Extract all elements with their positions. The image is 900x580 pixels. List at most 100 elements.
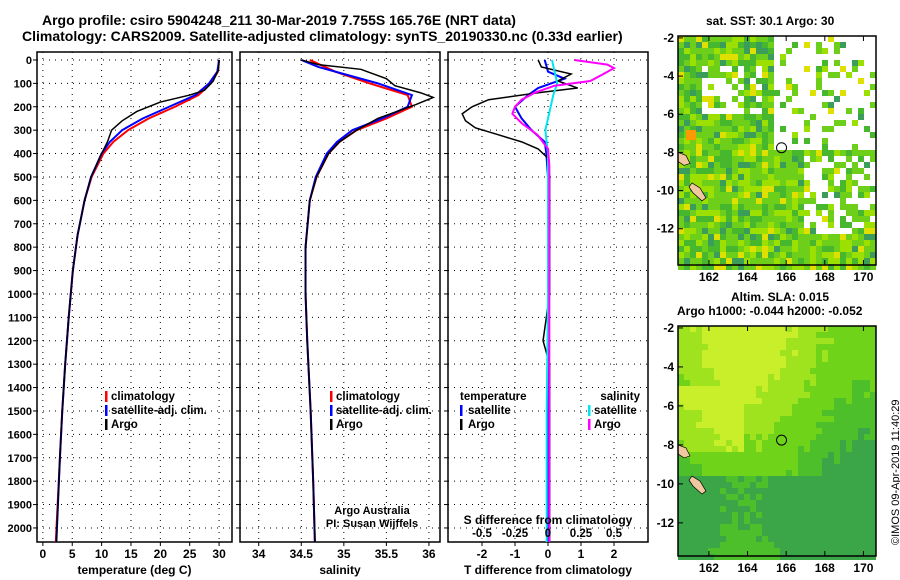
- map-pixel: [720, 36, 726, 42]
- map-pixel: [750, 506, 756, 512]
- map-pixel: [732, 386, 738, 392]
- map-pixel: [732, 548, 738, 554]
- map-pixel: [762, 60, 768, 66]
- map-pixel: [702, 380, 708, 386]
- map-pixel: [792, 548, 798, 554]
- map-pixel: [762, 192, 768, 198]
- map-pixel: [720, 332, 726, 338]
- map-pixel: [726, 518, 732, 524]
- map-pixel: [858, 458, 864, 464]
- map-pixel: [750, 96, 756, 102]
- map-pixel: [810, 252, 816, 258]
- map-pixel: [726, 440, 732, 446]
- map-pixel: [864, 222, 870, 228]
- map-pixel: [684, 96, 690, 102]
- map-pixel: [738, 168, 744, 174]
- legend-label: satellite: [594, 405, 637, 417]
- map-pixel: [762, 258, 768, 264]
- map-pixel: [702, 246, 708, 252]
- map-pixel: [696, 368, 702, 374]
- map-pixel: [858, 338, 864, 344]
- map-pixel: [768, 222, 774, 228]
- map-pixel: [696, 42, 702, 48]
- map-pixel: [720, 120, 726, 126]
- map-pixel: [738, 440, 744, 446]
- map-pixel: [750, 422, 756, 428]
- map-pixel: [738, 536, 744, 542]
- map-pixel: [738, 234, 744, 240]
- map-pixel: [816, 362, 822, 368]
- map-pixel: [768, 494, 774, 500]
- map-pixel: [708, 246, 714, 252]
- map-pixel: [804, 428, 810, 434]
- map-pixel: [756, 114, 762, 120]
- map-pixel: [696, 240, 702, 246]
- map-pixel: [786, 542, 792, 548]
- map-pixel: [696, 524, 702, 530]
- map-pixel: [840, 440, 846, 446]
- map-pixel: [684, 240, 690, 246]
- map-pixel: [714, 368, 720, 374]
- map-pixel: [744, 500, 750, 506]
- y-tick-label: 1600: [8, 429, 32, 441]
- map-pixel: [678, 422, 684, 428]
- map-pixel: [864, 404, 870, 410]
- map-pixel: [756, 434, 762, 440]
- map-pixel: [726, 258, 732, 264]
- map-pixel: [846, 222, 852, 228]
- map-pixel: [714, 428, 720, 434]
- map-pixel: [792, 150, 798, 156]
- map-pixel: [816, 524, 822, 530]
- map-pixel: [702, 410, 708, 416]
- map-pixel: [690, 488, 696, 494]
- map-pixel: [846, 180, 852, 186]
- map-pixel: [696, 380, 702, 386]
- legend-label: Argo: [594, 419, 621, 431]
- map-pixel: [774, 90, 780, 96]
- map-pixel: [780, 374, 786, 380]
- map-pixel: [834, 500, 840, 506]
- map-pixel: [744, 542, 750, 548]
- map-pixel: [834, 42, 840, 48]
- map-pixel: [756, 356, 762, 362]
- map-pixel: [690, 120, 696, 126]
- map-pixel: [702, 470, 708, 476]
- map-pixel: [696, 108, 702, 114]
- map-pixel: [744, 192, 750, 198]
- map-pixel: [840, 410, 846, 416]
- map-pixel: [780, 386, 786, 392]
- map-pixel: [792, 168, 798, 174]
- map-pixel: [744, 482, 750, 488]
- map-pixel: [798, 452, 804, 458]
- map-pixel: [714, 144, 720, 150]
- x-tick-label: 162: [699, 561, 719, 575]
- map-pixel: [852, 392, 858, 398]
- map-pixel: [828, 368, 834, 374]
- map-pixel: [768, 54, 774, 60]
- map-pixel: [870, 204, 876, 210]
- map-pixel: [756, 470, 762, 476]
- map-pixel: [834, 386, 840, 392]
- map-pixel: [708, 252, 714, 258]
- map-pixel: [690, 156, 696, 162]
- map-sla-map: 162 164 166 168 170-2-4-6-8-10-12: [657, 321, 877, 575]
- map-pixel: [744, 126, 750, 132]
- map-pixel: [690, 258, 696, 264]
- map-pixel: [780, 350, 786, 356]
- map-pixel: [846, 386, 852, 392]
- map-pixel: [678, 524, 684, 530]
- map-pixel: [798, 506, 804, 512]
- map-pixel: [828, 186, 834, 192]
- map-pixel: [678, 168, 684, 174]
- map-pixel: [714, 356, 720, 362]
- y-tick-label: 700: [14, 219, 32, 231]
- map-pixel: [762, 252, 768, 258]
- map-pixel: [804, 530, 810, 536]
- map-pixel: [690, 162, 696, 168]
- map-pixel: [846, 548, 852, 554]
- map-pixel: [774, 150, 780, 156]
- map-pixel: [864, 362, 870, 368]
- map-pixel: [852, 228, 858, 234]
- map-pixel: [750, 42, 756, 48]
